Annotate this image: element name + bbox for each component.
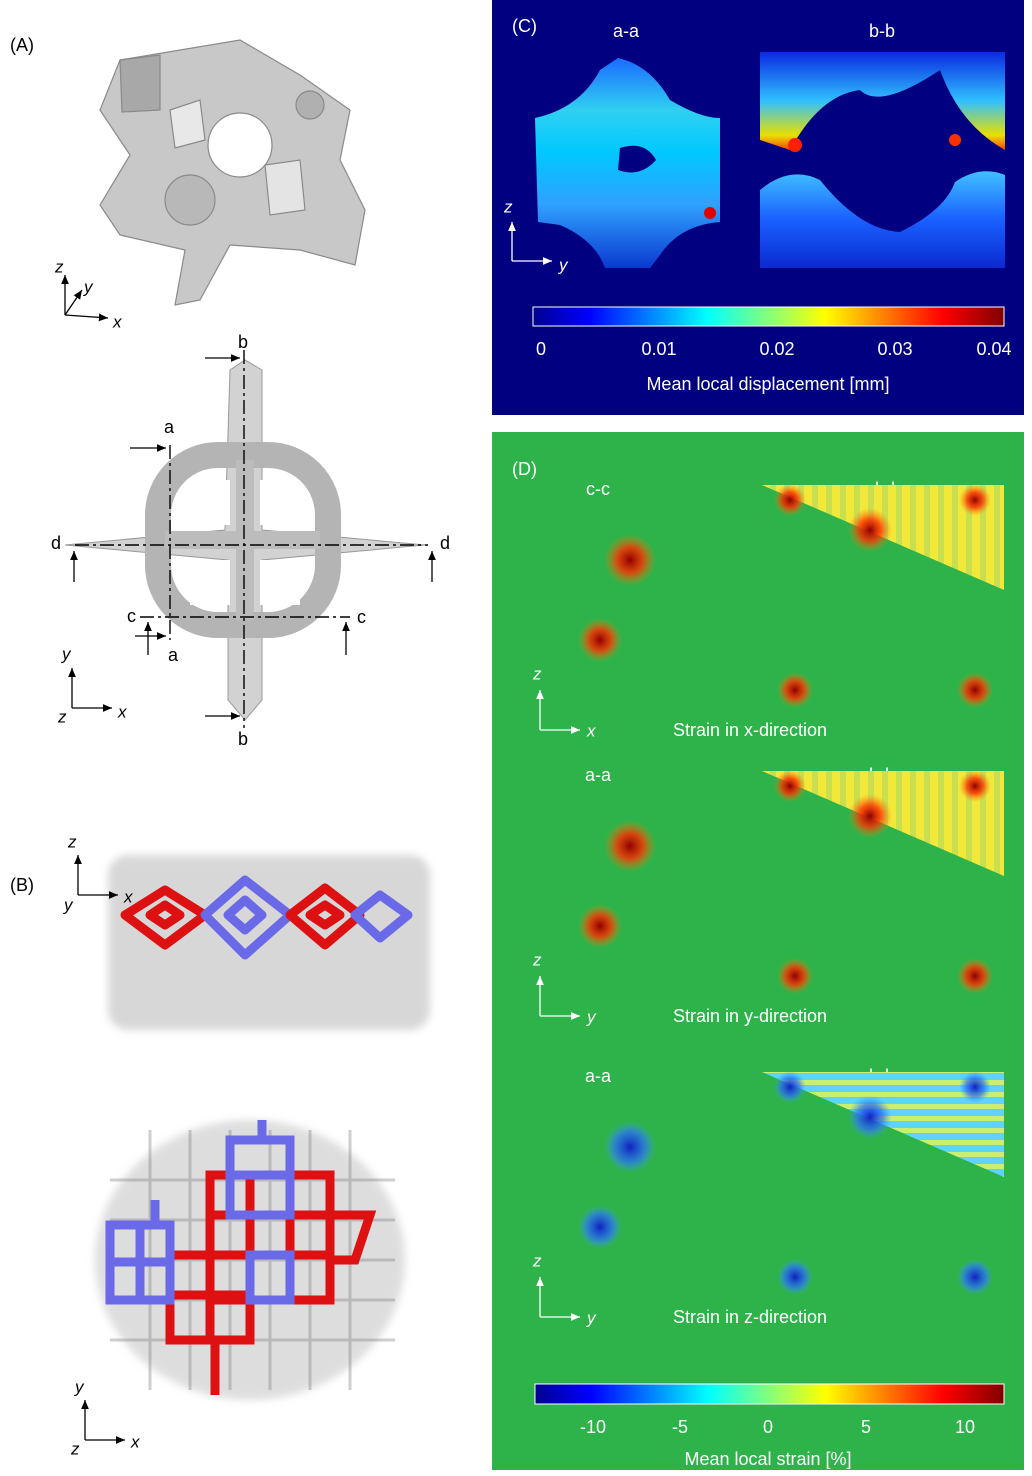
panel-c: (C) a-a b-b z y 0 0.01 0.02 0.03 0.04 Me… [492, 0, 1024, 415]
axis-label: z [67, 832, 77, 851]
axis-triad: y z x [70, 1377, 140, 1458]
colorbar-title: Mean local displacement [mm] [646, 374, 889, 394]
section-label: b [238, 332, 248, 352]
axis-label: z [70, 1439, 80, 1458]
axis-label: y [63, 895, 74, 914]
panel-d: (D) c-cd-dzxStrain in x-directiona-ab-bz… [492, 432, 1024, 1470]
axis-label: y [61, 644, 72, 663]
axis-label: x [123, 887, 133, 906]
axis-label: y [83, 277, 94, 296]
section-title: c-c [586, 479, 610, 499]
colorbar-tick-label: 0.03 [877, 339, 912, 359]
colorbar-tick-label: -5 [672, 1417, 688, 1437]
colorbar-tick-label: 5 [861, 1417, 871, 1437]
section-title: b-b [869, 21, 895, 41]
figure: (A) z y x b a d [0, 0, 1032, 1476]
panel-label: (B) [10, 875, 34, 895]
axis-label: z [57, 707, 67, 726]
axis-label: z [54, 257, 64, 276]
section-label: d [440, 533, 450, 553]
section-label: a [168, 645, 179, 665]
section-label: d [51, 533, 61, 553]
section-title: a-a [585, 1066, 612, 1086]
axis-triad: y z x [57, 644, 127, 726]
colorbar-tick-label: 0 [536, 339, 546, 359]
strain-caption: Strain in x-direction [673, 720, 827, 740]
panel-label: (A) [10, 35, 34, 55]
axis-label: x [112, 312, 122, 331]
colorbar-tick-label: 10 [955, 1417, 975, 1437]
panel-b: (B) z y x y z x [10, 832, 430, 1458]
axis-label: x [586, 721, 596, 740]
foam-top-view [65, 360, 425, 720]
axis-triad: z y x [54, 257, 122, 331]
lattice-side-view [108, 855, 430, 1030]
section-title: a-a [585, 765, 612, 785]
section-label: b [238, 729, 248, 749]
strain-caption: Strain in y-direction [673, 1006, 827, 1026]
axis-label: y [586, 1308, 597, 1327]
axis-label: y [558, 255, 569, 274]
axis-label: x [117, 702, 127, 721]
lattice-top-view [95, 1120, 405, 1400]
colorbar-tick-label: 0.04 [976, 339, 1011, 359]
section-label: a [164, 417, 175, 437]
colorbar-title: Mean local strain [%] [684, 1449, 851, 1469]
section-label: c [357, 607, 366, 627]
panel-label: (C) [512, 16, 537, 36]
panel-a: (A) z y x b a d [10, 35, 450, 749]
axis-label: y [74, 1377, 85, 1396]
colorbar-tick-label: 0.01 [641, 339, 676, 359]
axis-label: z [532, 950, 542, 969]
axis-label: z [503, 197, 513, 216]
section-title: a-a [613, 21, 640, 41]
panel-label: (D) [512, 459, 537, 479]
strain-caption: Strain in z-direction [673, 1307, 827, 1327]
colorbar-tick-label: 0 [763, 1417, 773, 1437]
colorbar-tick-label: 0.02 [759, 339, 794, 359]
axis-label: x [130, 1432, 140, 1451]
axis-label: z [532, 664, 542, 683]
foam-render-3d [100, 40, 365, 305]
axis-label: z [532, 1251, 542, 1270]
axis-label: y [586, 1007, 597, 1026]
colorbar-tick-label: -10 [580, 1417, 606, 1437]
section-label: c [127, 606, 136, 626]
